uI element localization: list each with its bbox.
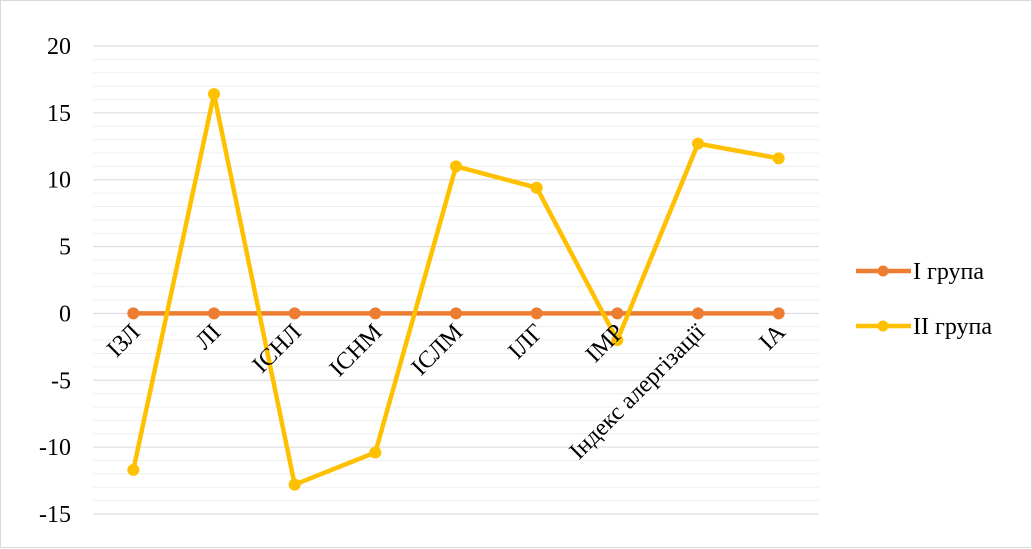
category-label: ІЛГ [504, 319, 549, 364]
category-label: ІЗЛ [102, 319, 145, 362]
series-lines [127, 88, 785, 491]
data-point [530, 181, 543, 194]
legend-label: І група [913, 259, 984, 285]
category-label: ЛІ [191, 319, 227, 355]
y-tick-label: 0 [59, 301, 71, 327]
category-label: ІСНМ [325, 319, 388, 382]
y-tick-label: 10 [47, 168, 71, 194]
y-tick-label: 15 [47, 101, 71, 127]
y-tick-label: -5 [51, 368, 71, 394]
category-label: Індекс алергізації [565, 319, 711, 465]
data-point [530, 307, 543, 320]
gridlines [93, 45, 819, 515]
y-tick-label: 5 [59, 235, 71, 261]
category-label: ІСНЛ [248, 319, 307, 378]
data-point [611, 334, 624, 347]
legend-marker [877, 320, 889, 332]
data-point [369, 446, 382, 459]
series-1 [127, 307, 785, 320]
data-point [772, 307, 785, 320]
legend-marker [877, 265, 889, 277]
data-point [208, 307, 220, 320]
data-point [208, 88, 220, 101]
data-point [127, 463, 140, 476]
data-point [692, 137, 704, 150]
data-point [450, 307, 462, 320]
legend-entry: ІІ група [856, 314, 992, 340]
y-tick-label: 20 [47, 34, 71, 60]
legend-entry: І група [856, 259, 984, 285]
data-point [127, 307, 140, 320]
y-tick-label: -15 [39, 502, 71, 528]
data-point [611, 307, 624, 320]
series-2 [127, 88, 785, 491]
data-point [772, 152, 785, 165]
category-label: ІСЛМ [407, 319, 469, 381]
data-point [369, 307, 382, 320]
category-label: ІА [755, 319, 792, 356]
legend-label: ІІ група [913, 314, 992, 340]
data-point [288, 478, 301, 491]
data-point [692, 307, 704, 320]
data-point [288, 307, 301, 320]
data-point [450, 160, 462, 173]
y-tick-label: -10 [39, 435, 71, 461]
y-axis-tick-labels: 20 15 10 5 0 -5 -10 -15 [39, 34, 71, 528]
legend: І група ІІ група [856, 259, 992, 340]
